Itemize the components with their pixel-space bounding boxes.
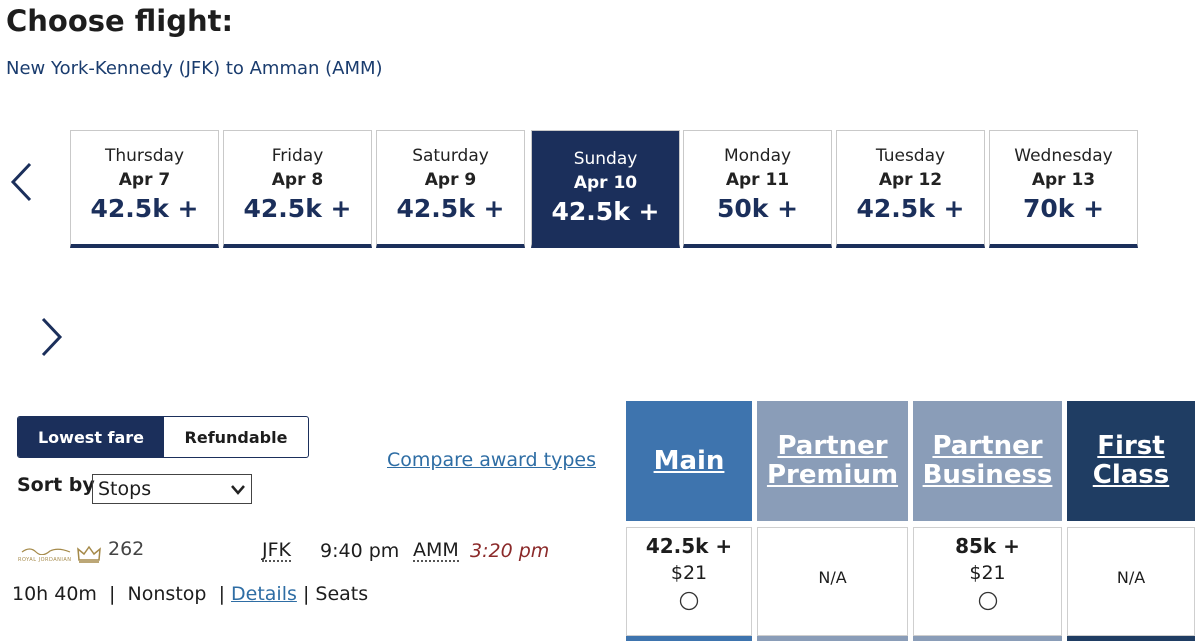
page-title: Choose flight: bbox=[6, 4, 234, 38]
fare-header[interactable]: Main bbox=[626, 401, 752, 521]
day: Wednesday bbox=[1014, 146, 1113, 166]
date: Apr 13 bbox=[1031, 170, 1096, 190]
fare-header[interactable]: Partner Business bbox=[913, 401, 1062, 521]
toggle-option[interactable]: Refundable bbox=[184, 427, 288, 447]
next-dates[interactable] bbox=[36, 315, 66, 359]
price: 42.5k + bbox=[243, 194, 352, 223]
logo-text: ROYAL JORDANIAN bbox=[18, 557, 72, 563]
price: 42.5k + bbox=[551, 197, 660, 226]
date: Apr 7 bbox=[118, 170, 171, 190]
arabic-mark bbox=[21, 548, 71, 555]
fare-fee: $21 bbox=[969, 562, 1006, 584]
date: Apr 9 bbox=[424, 170, 477, 190]
date-card[interactable]: Tuesday Apr 12 42.5k + bbox=[836, 130, 985, 248]
fare-cell[interactable]: 85k + $21 bbox=[913, 527, 1062, 636]
sort-select[interactable]: Stops bbox=[92, 474, 252, 504]
day: Tuesday bbox=[875, 146, 946, 166]
details-link[interactable]: Details bbox=[231, 583, 297, 605]
fare-strip bbox=[626, 636, 752, 641]
seats-link[interactable]: Seats bbox=[315, 583, 369, 605]
price: 42.5k + bbox=[856, 194, 965, 223]
fare-points: 85k + bbox=[955, 534, 1020, 558]
destination: AMM bbox=[413, 539, 459, 562]
fare-status: N/A bbox=[818, 568, 847, 587]
flight-number: 262 bbox=[108, 538, 145, 560]
date-card[interactable]: Thursday Apr 7 42.5k + bbox=[70, 130, 219, 248]
sort-label: Sort by bbox=[17, 474, 95, 496]
depart-time: 9:40 pm bbox=[320, 540, 400, 562]
fare-cell[interactable]: 42.5k + $21 bbox=[626, 527, 752, 636]
toggle-option[interactable]: Lowest fare bbox=[18, 417, 164, 457]
date-card[interactable]: Saturday Apr 9 42.5k + bbox=[376, 130, 525, 248]
date-card[interactable]: Monday Apr 11 50k + bbox=[683, 130, 832, 248]
arrive-time: 3:20 pm bbox=[470, 540, 550, 562]
compare-link[interactable]: Compare award types bbox=[387, 449, 596, 471]
fare-strip bbox=[1067, 636, 1195, 641]
fare-toggle: Lowest fare Refundable bbox=[17, 416, 309, 458]
fare-header[interactable]: Partner Premium bbox=[757, 401, 908, 521]
dropdown-arrow bbox=[231, 485, 245, 495]
chevron-right bbox=[41, 317, 63, 357]
fare-radio[interactable] bbox=[678, 590, 700, 612]
prev-dates[interactable] bbox=[8, 160, 38, 204]
day: Saturday bbox=[412, 146, 489, 166]
date-card[interactable]: Sunday Apr 10 42.5k + bbox=[531, 130, 680, 248]
separator: | bbox=[109, 583, 116, 605]
day: Monday bbox=[723, 146, 792, 166]
fare-cell: N/A bbox=[757, 527, 908, 636]
price: 50k + bbox=[716, 194, 799, 223]
price: 42.5k + bbox=[90, 194, 199, 223]
date: Apr 10 bbox=[573, 173, 638, 193]
separator: | bbox=[218, 583, 225, 605]
flight-info: 10h 40m | Nonstop | Details | Seats bbox=[12, 583, 368, 605]
date: Apr 12 bbox=[878, 170, 943, 190]
date: Apr 8 bbox=[271, 170, 324, 190]
crown-icon bbox=[77, 545, 101, 563]
fare-header[interactable]: First Class bbox=[1067, 401, 1195, 521]
origin: JFK bbox=[262, 539, 291, 562]
fare-points: 42.5k + bbox=[645, 534, 733, 558]
duration: 10h 40m bbox=[12, 583, 97, 605]
fare-status: N/A bbox=[1116, 568, 1146, 587]
chevron-left bbox=[10, 162, 32, 202]
day: Thursday bbox=[104, 146, 185, 166]
price: 70k + bbox=[1022, 194, 1105, 223]
fare-strip bbox=[913, 636, 1062, 641]
price: 42.5k + bbox=[396, 194, 505, 223]
stops: Nonstop bbox=[127, 583, 207, 605]
fare-cell: N/A bbox=[1067, 527, 1195, 636]
fare-strip bbox=[757, 636, 908, 641]
fare-radio[interactable] bbox=[977, 590, 999, 612]
separator: | bbox=[302, 583, 310, 605]
date-card[interactable]: Wednesday Apr 13 70k + bbox=[989, 130, 1138, 248]
day: Friday bbox=[271, 146, 324, 166]
fare-fee: $21 bbox=[670, 562, 708, 584]
sort-value: Stops bbox=[98, 478, 152, 500]
date-card[interactable]: Friday Apr 8 42.5k + bbox=[223, 130, 372, 248]
day: Sunday bbox=[573, 149, 638, 169]
airline-logo: ROYAL JORDANIAN bbox=[18, 542, 102, 568]
route: New York-Kennedy (JFK) to Amman (AMM) bbox=[6, 58, 383, 79]
date: Apr 11 bbox=[725, 170, 790, 190]
